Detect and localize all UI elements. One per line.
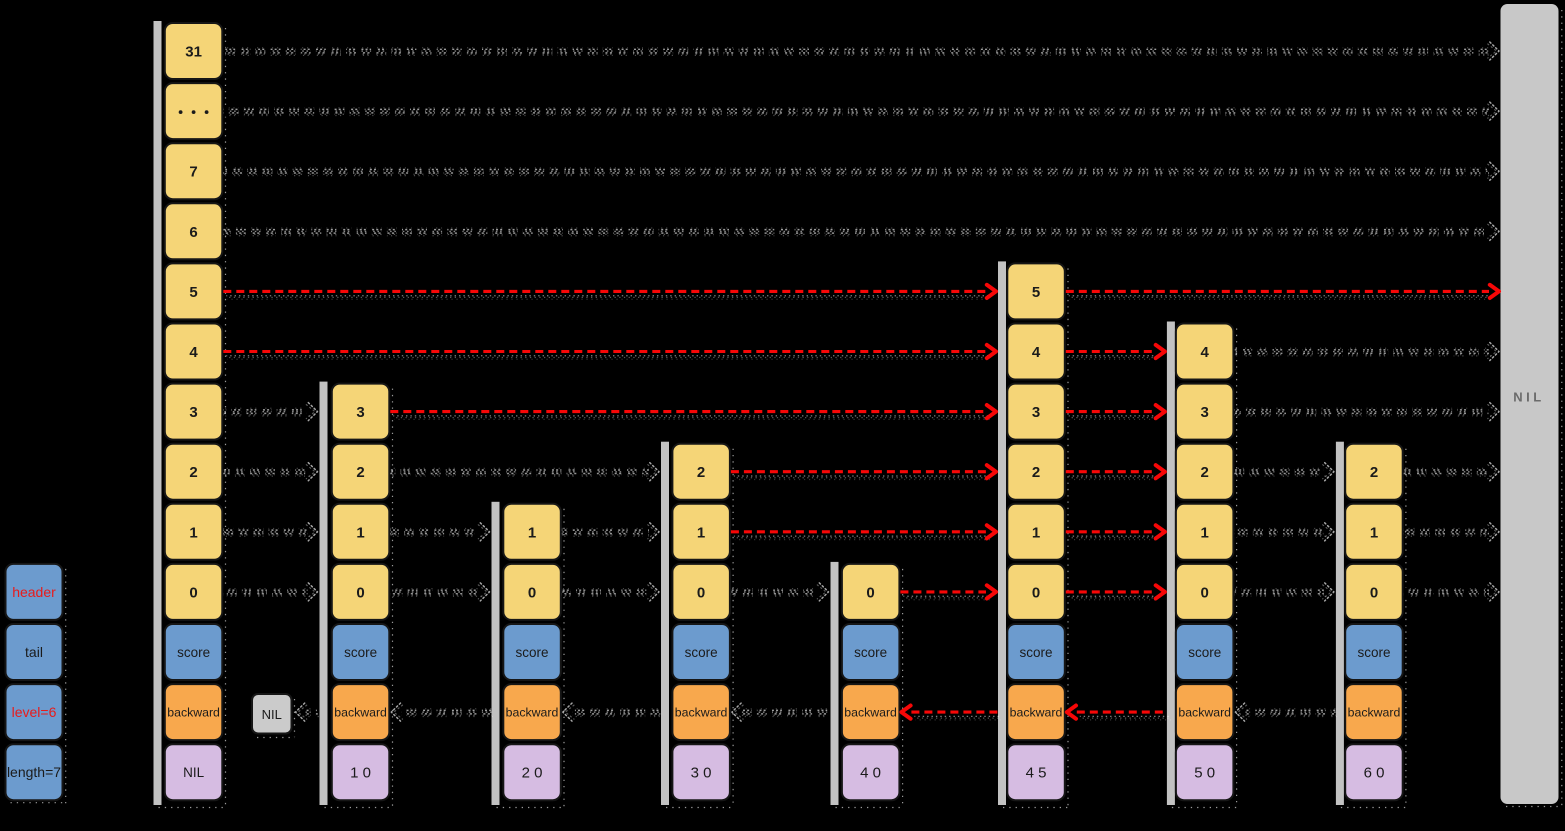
svg-text:score: score bbox=[1357, 645, 1390, 660]
svg-text:0: 0 bbox=[356, 584, 364, 601]
svg-text:length=7: length=7 bbox=[7, 764, 61, 780]
svg-text:1: 1 bbox=[356, 524, 364, 541]
svg-text:3: 3 bbox=[1201, 404, 1209, 421]
svg-text:backward: backward bbox=[1348, 706, 1401, 720]
svg-text:3: 3 bbox=[1032, 404, 1040, 421]
svg-text:NIL: NIL bbox=[1513, 390, 1544, 405]
svg-text:4.0: 4.0 bbox=[860, 765, 881, 782]
svg-text:5: 5 bbox=[1032, 284, 1040, 301]
svg-text:backward: backward bbox=[1178, 706, 1231, 720]
svg-text:0: 0 bbox=[866, 584, 874, 601]
svg-text:header: header bbox=[12, 584, 56, 600]
svg-text:score: score bbox=[1188, 645, 1221, 660]
svg-text:0: 0 bbox=[528, 584, 536, 601]
svg-text:3: 3 bbox=[189, 404, 197, 421]
svg-text:backward: backward bbox=[844, 706, 897, 720]
svg-text:3: 3 bbox=[356, 404, 364, 421]
svg-text:backward: backward bbox=[1010, 706, 1063, 720]
svg-text:backward: backward bbox=[506, 706, 559, 720]
svg-text:2.0: 2.0 bbox=[522, 765, 543, 782]
svg-text:2: 2 bbox=[356, 464, 364, 481]
svg-text:1: 1 bbox=[189, 524, 197, 541]
svg-text:NIL: NIL bbox=[183, 765, 205, 780]
svg-text:0: 0 bbox=[1032, 584, 1040, 601]
svg-text:4.5: 4.5 bbox=[1026, 765, 1047, 782]
svg-text:4: 4 bbox=[189, 344, 198, 361]
svg-text:1: 1 bbox=[1201, 524, 1209, 541]
svg-text:1: 1 bbox=[1370, 524, 1378, 541]
svg-text:score: score bbox=[515, 645, 548, 660]
svg-text:backward: backward bbox=[675, 706, 728, 720]
svg-text:tail: tail bbox=[25, 644, 43, 660]
svg-text:score: score bbox=[344, 645, 377, 660]
svg-text:1: 1 bbox=[1032, 524, 1040, 541]
svg-text:4: 4 bbox=[1032, 344, 1041, 361]
svg-text:4: 4 bbox=[1201, 344, 1210, 361]
svg-text:2: 2 bbox=[1032, 464, 1040, 481]
svg-text:backward: backward bbox=[167, 706, 220, 720]
svg-text:2: 2 bbox=[189, 464, 197, 481]
svg-text:5: 5 bbox=[189, 284, 197, 301]
svg-text:0: 0 bbox=[1201, 584, 1209, 601]
svg-text:score: score bbox=[685, 645, 718, 660]
svg-text:5.0: 5.0 bbox=[1194, 765, 1215, 782]
svg-text:1: 1 bbox=[528, 524, 536, 541]
svg-text:backward: backward bbox=[334, 706, 387, 720]
svg-text:0: 0 bbox=[189, 584, 197, 601]
svg-text:score: score bbox=[1019, 645, 1052, 660]
svg-text:0: 0 bbox=[697, 584, 705, 601]
svg-text:6.0: 6.0 bbox=[1364, 765, 1385, 782]
svg-text:score: score bbox=[177, 645, 210, 660]
svg-text:1: 1 bbox=[697, 524, 705, 541]
svg-text:31: 31 bbox=[185, 44, 202, 61]
svg-text:6: 6 bbox=[189, 224, 197, 241]
svg-text:score: score bbox=[854, 645, 887, 660]
svg-text:2: 2 bbox=[1201, 464, 1209, 481]
svg-text:2: 2 bbox=[1370, 464, 1378, 481]
svg-text:3.0: 3.0 bbox=[691, 765, 712, 782]
svg-text:0: 0 bbox=[1370, 584, 1378, 601]
svg-text:NIL: NIL bbox=[262, 707, 282, 722]
svg-text:1.0: 1.0 bbox=[350, 765, 371, 782]
svg-text:level=6: level=6 bbox=[12, 704, 57, 720]
svg-text:7: 7 bbox=[189, 164, 197, 181]
svg-text:2: 2 bbox=[697, 464, 705, 481]
